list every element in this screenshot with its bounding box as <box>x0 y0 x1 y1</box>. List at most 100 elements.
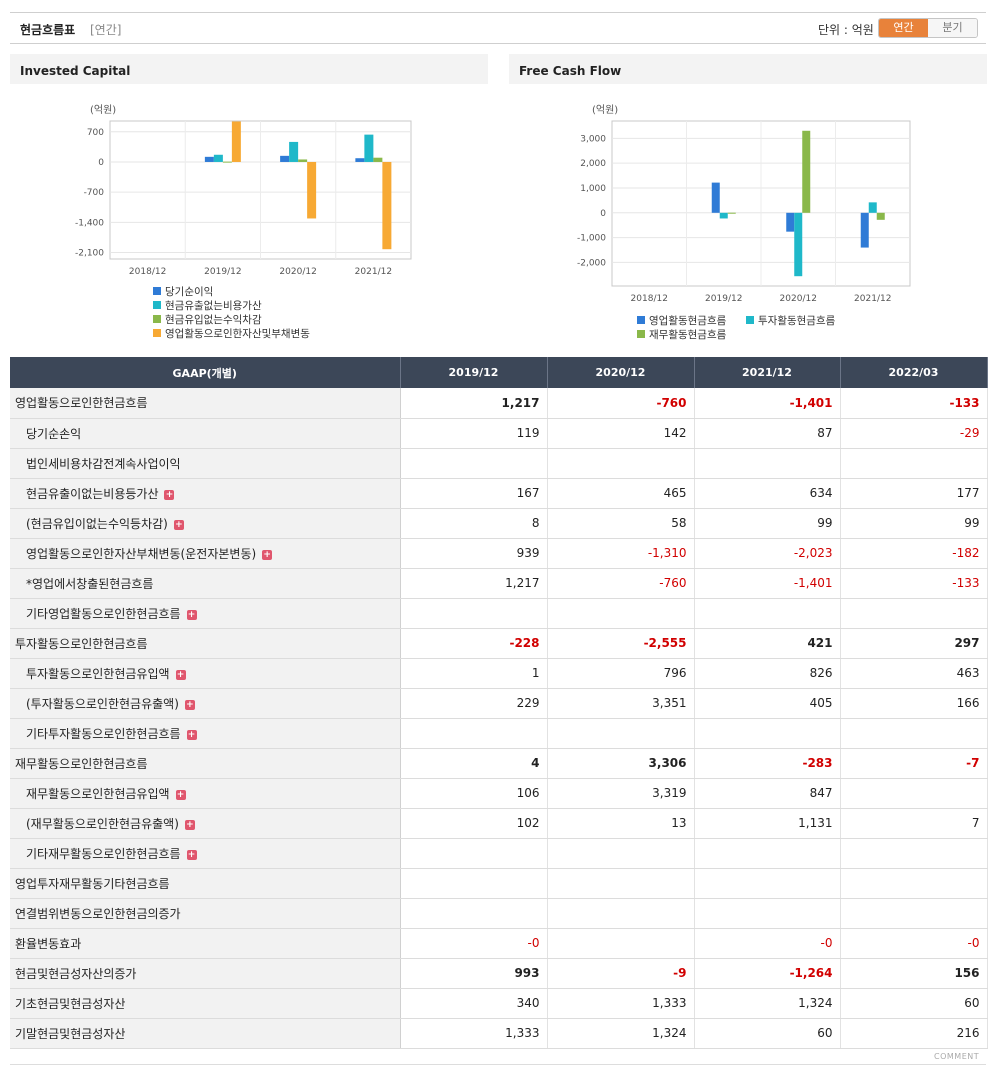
row-label-cell: 현금유출이없는비용등가산 + <box>10 478 401 509</box>
value-cell: -133 <box>840 568 988 599</box>
row-label: 기타투자활동으로인한현금흐름 <box>26 726 181 741</box>
value-cell: 463 <box>840 658 988 689</box>
value-cell: 421 <box>694 628 841 659</box>
table-row: 투자활동으로인한현금흐름 -228 -2,555 421 297 <box>10 628 988 659</box>
x-tick-label: 2020/12 <box>780 294 817 304</box>
toggle-quarter-button[interactable]: 분기 <box>928 19 977 37</box>
free-cash-flow-chart: (억원) 3,000 2,000 1,000 0 -1,000 -2,000 2018/12 2… <box>577 104 911 341</box>
table-row: 연결범위변동으로인한현금의증가 <box>10 898 988 929</box>
value-cell: -228 <box>400 628 548 659</box>
row-label-cell: (투자활동으로인한현금유출액) + <box>10 688 401 719</box>
value-cell: 297 <box>840 628 988 659</box>
row-label: 현금유출이없는비용등가산 <box>26 486 159 501</box>
row-label: 기초현금및현금성자산 <box>15 996 126 1011</box>
y-tick-label: 1,000 <box>580 184 606 194</box>
row-label: (재무활동으로인한현금유출액) <box>26 816 179 831</box>
row-label-cell: (현금유입이없는수익등차감) + <box>10 508 401 539</box>
column-header: 2022/03 <box>840 357 988 388</box>
row-label: 재무활동으로인한현금유입액 <box>26 786 170 801</box>
row-label: (투자활동으로인한현금유출액) <box>26 696 179 711</box>
table-row: 기초현금및현금성자산 340 1,333 1,324 60 <box>10 988 988 1019</box>
value-cell <box>840 778 988 809</box>
value-cell: -2,023 <box>694 538 841 569</box>
row-label-cell: 법인세비용차감전계속사업이익 <box>10 448 401 479</box>
value-cell: 156 <box>840 958 988 989</box>
bar <box>786 212 795 232</box>
row-label: 영업활동으로인한현금흐름 <box>15 396 148 411</box>
legend-label: 현금유입없는수익차감 <box>165 313 262 326</box>
x-tick-label: 2018/12 <box>129 267 166 277</box>
toggle-annual-button[interactable]: 연간 <box>879 19 928 37</box>
table-row: 기타영업활동으로인한현금흐름 + <box>10 598 988 629</box>
expand-plus-icon[interactable]: + <box>186 609 197 620</box>
expand-plus-icon[interactable]: + <box>186 729 197 740</box>
row-label: 영업활동으로인한자산부채변동(운전자본변동) <box>26 546 257 561</box>
expand-plus-icon[interactable]: + <box>173 519 184 530</box>
value-cell <box>840 598 988 629</box>
bar <box>373 157 383 162</box>
value-cell: 1,324 <box>694 988 841 1019</box>
table-row: 법인세비용차감전계속사업이익 <box>10 448 988 479</box>
value-cell: -133 <box>840 388 988 419</box>
y-tick-label: 2,000 <box>580 159 606 169</box>
period-toggle: 연간 분기 <box>878 18 978 38</box>
y-tick-label: -2,100 <box>75 249 104 259</box>
expand-plus-icon[interactable]: + <box>164 489 175 500</box>
expand-plus-icon[interactable]: + <box>262 549 273 560</box>
value-cell <box>840 898 988 929</box>
bar <box>289 141 299 162</box>
value-cell <box>694 598 841 629</box>
row-label-cell: 기타재무활동으로인한현금흐름 + <box>10 838 401 869</box>
table-row: 영업활동으로인한자산부채변동(운전자본변동) +939 -1,310 -2,023 -1… <box>10 538 988 569</box>
comment-toggle[interactable]: COMMENT <box>934 1052 980 1061</box>
bar <box>868 202 877 213</box>
value-cell <box>694 448 841 479</box>
value-cell <box>694 868 841 899</box>
y-tick-label: 700 <box>87 128 104 138</box>
row-label: 현금및현금성자산의증가 <box>15 966 137 981</box>
row-label: 법인세비용차감전계속사업이익 <box>26 456 181 471</box>
value-cell: 634 <box>694 478 841 509</box>
value-cell <box>694 718 841 749</box>
bar <box>355 158 365 162</box>
value-cell: 99 <box>694 508 841 539</box>
value-cell <box>547 868 695 899</box>
value-cell: -2,555 <box>547 628 695 659</box>
value-cell <box>840 448 988 479</box>
value-cell: 3,306 <box>547 748 695 779</box>
row-label-cell: (재무활동으로인한현금유출액) + <box>10 808 401 839</box>
expand-plus-icon[interactable]: + <box>186 849 197 860</box>
value-cell <box>400 868 548 899</box>
expand-plus-icon[interactable]: + <box>184 819 195 830</box>
row-label-cell: 기타투자활동으로인한현금흐름 + <box>10 718 401 749</box>
legend-swatch <box>637 330 645 338</box>
bar <box>231 121 241 162</box>
legend-swatch <box>637 316 645 324</box>
expand-plus-icon[interactable]: + <box>175 669 186 680</box>
value-cell <box>400 838 548 869</box>
x-tick-label: 2020/12 <box>279 267 316 277</box>
value-cell <box>547 598 695 629</box>
value-cell: 1,217 <box>400 388 548 419</box>
value-cell <box>547 898 695 929</box>
table-row: 영업활동으로인한현금흐름 1,217 -760 -1,401 -133 <box>10 388 988 419</box>
bar <box>222 161 232 163</box>
row-label-cell: 영업활동으로인한자산부채변동(운전자본변동) + <box>10 538 401 569</box>
bar <box>727 212 736 214</box>
row-label-cell: 투자활동으로인한현금유입액 + <box>10 658 401 689</box>
expand-plus-icon[interactable]: + <box>184 699 195 710</box>
row-label: 기말현금및현금성자산 <box>15 1026 126 1041</box>
table-row: 현금유출이없는비용등가산 +167 465 634 177 <box>10 478 988 509</box>
value-cell: 60 <box>840 988 988 1019</box>
row-label: 기타재무활동으로인한현금흐름 <box>26 846 181 861</box>
value-cell: -0 <box>840 928 988 959</box>
table-row: *영업에서창출된현금흐름 1,217 -760 -1,401 -133 <box>10 568 988 599</box>
column-header: 2020/12 <box>547 357 695 388</box>
value-cell: 340 <box>400 988 548 1019</box>
expand-plus-icon[interactable]: + <box>175 789 186 800</box>
value-cell: 826 <box>694 658 841 689</box>
column-header: 2019/12 <box>400 357 548 388</box>
legend-swatch <box>153 301 161 309</box>
bar <box>711 182 720 213</box>
row-label-cell: 당기순손익 <box>10 418 401 449</box>
